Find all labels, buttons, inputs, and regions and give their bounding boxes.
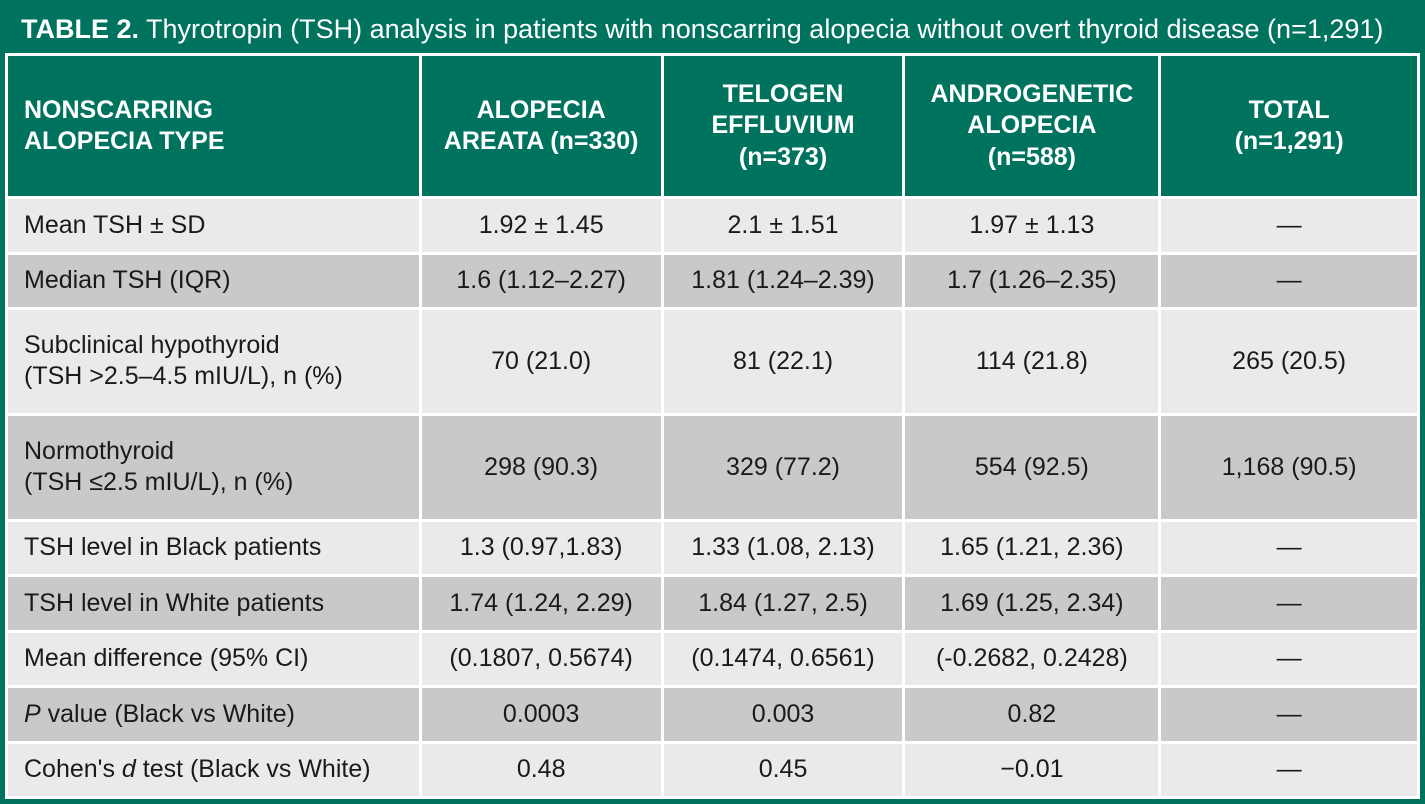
table-cell: 2.1 ± 1.51: [663, 199, 903, 252]
column-header-alopecia-areata: ALOPECIA AREATA (n=330): [421, 56, 661, 197]
row-label: Mean difference (95% CI): [8, 632, 419, 686]
table-row-subclinical-hypothyroid: Subclinical hypothyroid (TSH >2.5–4.5 mI…: [8, 309, 1417, 413]
row-label: Cohen's d test (Black vs White): [8, 743, 419, 796]
row-label: Median TSH (IQR): [8, 254, 419, 307]
header-line: (n=1,291): [1234, 127, 1344, 156]
table-cell: 0.48: [421, 743, 661, 796]
header-line: TOTAL: [1248, 95, 1330, 124]
table-cell: (0.1474, 0.6561): [663, 632, 903, 686]
row-label-text: TSH level in Black patients: [24, 533, 322, 562]
header-line: (n=373): [738, 142, 828, 171]
row-label-line: (TSH ≤2.5 mIU/L), n (%): [24, 468, 294, 497]
table-cell: 1.3 (0.97,1.83): [421, 521, 661, 575]
row-label-italic: d: [121, 755, 136, 784]
header-row: NONSCARRING ALOPECIA TYPE ALOPECIA AREAT…: [8, 56, 1417, 197]
table-row-p-value: P value (Black vs White) 0.0003 0.003 0.…: [8, 688, 1417, 741]
table-cell: (-0.2682, 0.2428): [905, 632, 1159, 686]
table-row-tsh-white-patients: TSH level in White patients 1.74 (1.24, …: [8, 577, 1417, 630]
header-line: NONSCARRING: [24, 95, 213, 124]
header-line: ALOPECIA: [476, 95, 606, 124]
header-line: EFFLUVIUM: [711, 111, 855, 140]
header-line: AREATA (n=330): [443, 127, 639, 156]
table-cell: —: [1161, 577, 1417, 630]
table-cell: 0.003: [663, 688, 903, 741]
table-cell: —: [1161, 199, 1417, 252]
row-label-text: TSH level in White patients: [24, 588, 325, 617]
table-cell: —: [1161, 743, 1417, 796]
table-number: TABLE 2.: [21, 14, 140, 44]
table-cell: 114 (21.8): [905, 309, 1159, 413]
table-cell: −0.01: [905, 743, 1159, 796]
table-cell: 1.65 (1.21, 2.36): [905, 521, 1159, 575]
row-label: TSH level in White patients: [8, 577, 419, 630]
table-cell: 329 (77.2): [663, 415, 903, 519]
row-label-text: Cohen's: [24, 755, 122, 784]
row-label-line: Subclinical hypothyroid: [24, 331, 280, 360]
tsh-analysis-table: NONSCARRING ALOPECIA TYPE ALOPECIA AREAT…: [5, 53, 1420, 799]
table-cell: 1.69 (1.25, 2.34): [905, 577, 1159, 630]
header-line: (n=588): [987, 142, 1076, 171]
table-cell: —: [1161, 254, 1417, 307]
table-cell: —: [1161, 521, 1417, 575]
table-row-mean-tsh: Mean TSH ± SD 1.92 ± 1.45 2.1 ± 1.51 1.9…: [8, 199, 1417, 252]
table-row-cohens-d: Cohen's d test (Black vs White) 0.48 0.4…: [8, 743, 1417, 796]
table-row-normothyroid: Normothyroid (TSH ≤2.5 mIU/L), n (%) 298…: [8, 415, 1417, 519]
header-line: ALOPECIA: [967, 111, 1097, 140]
column-header-total: TOTAL (n=1,291): [1161, 56, 1417, 197]
row-label-text: Mean difference (95% CI): [24, 644, 309, 673]
table-cell: 0.82: [905, 688, 1159, 741]
table-cell: 554 (92.5): [905, 415, 1159, 519]
table-cell: —: [1161, 688, 1417, 741]
table-cell: 298 (90.3): [421, 415, 661, 519]
table-cell: 1.74 (1.24, 2.29): [421, 577, 661, 630]
row-label-text: Mean TSH ± SD: [24, 210, 206, 239]
table-cell: 70 (21.0): [421, 309, 661, 413]
table-cell: 1.97 ± 1.13: [905, 199, 1159, 252]
header-line: ANDROGENETIC: [930, 80, 1134, 109]
row-label-text: value (Black vs White): [40, 699, 295, 728]
table-cell: 1.33 (1.08, 2.13): [663, 521, 903, 575]
table-cell: 0.45: [663, 743, 903, 796]
header-line: ALOPECIA TYPE: [24, 127, 225, 156]
table-row-median-tsh: Median TSH (IQR) 1.6 (1.12–2.27) 1.81 (1…: [8, 254, 1417, 307]
row-label: Normothyroid (TSH ≤2.5 mIU/L), n (%): [8, 415, 419, 519]
table-cell: 1.92 ± 1.45: [421, 199, 661, 252]
row-label-text: Median TSH (IQR): [24, 266, 231, 295]
header-line: TELOGEN: [722, 80, 844, 109]
row-label-line: Normothyroid: [24, 437, 175, 466]
column-header-androgenetic-alopecia: ANDROGENETIC ALOPECIA (n=588): [905, 56, 1159, 197]
row-label: Subclinical hypothyroid (TSH >2.5–4.5 mI…: [8, 309, 419, 413]
table-row-tsh-black-patients: TSH level in Black patients 1.3 (0.97,1.…: [8, 521, 1417, 575]
row-label: TSH level in Black patients: [8, 521, 419, 575]
table-cell: 0.0003: [421, 688, 661, 741]
table-cell: 1,168 (90.5): [1161, 415, 1417, 519]
table-cell: 81 (22.1): [663, 309, 903, 413]
row-label: P value (Black vs White): [8, 688, 419, 741]
table-cell: 1.81 (1.24–2.39): [663, 254, 903, 307]
column-header-nonscarring-alopecia-type: NONSCARRING ALOPECIA TYPE: [8, 56, 419, 197]
row-label-line: (TSH >2.5–4.5 mIU/L), n (%): [24, 362, 343, 391]
row-label-italic: P: [24, 699, 41, 728]
table-cell: 1.7 (1.26–2.35): [905, 254, 1159, 307]
table-cell: (0.1807, 0.5674): [421, 632, 661, 686]
table-cell: —: [1161, 632, 1417, 686]
table-row-mean-difference: Mean difference (95% CI) (0.1807, 0.5674…: [8, 632, 1417, 686]
table-title: TABLE 2. Thyrotropin (TSH) analysis in p…: [5, 5, 1420, 54]
table-cell: 1.84 (1.27, 2.5): [663, 577, 903, 630]
row-label-text: test (Black vs White): [135, 755, 371, 784]
table-cell: 1.6 (1.12–2.27): [421, 254, 661, 307]
row-label: Mean TSH ± SD: [8, 199, 419, 252]
column-header-telogen-effluvium: TELOGEN EFFLUVIUM (n=373): [663, 56, 903, 197]
table-title-text: Thyrotropin (TSH) analysis in patients w…: [146, 14, 1384, 44]
table-cell: 265 (20.5): [1161, 309, 1417, 413]
